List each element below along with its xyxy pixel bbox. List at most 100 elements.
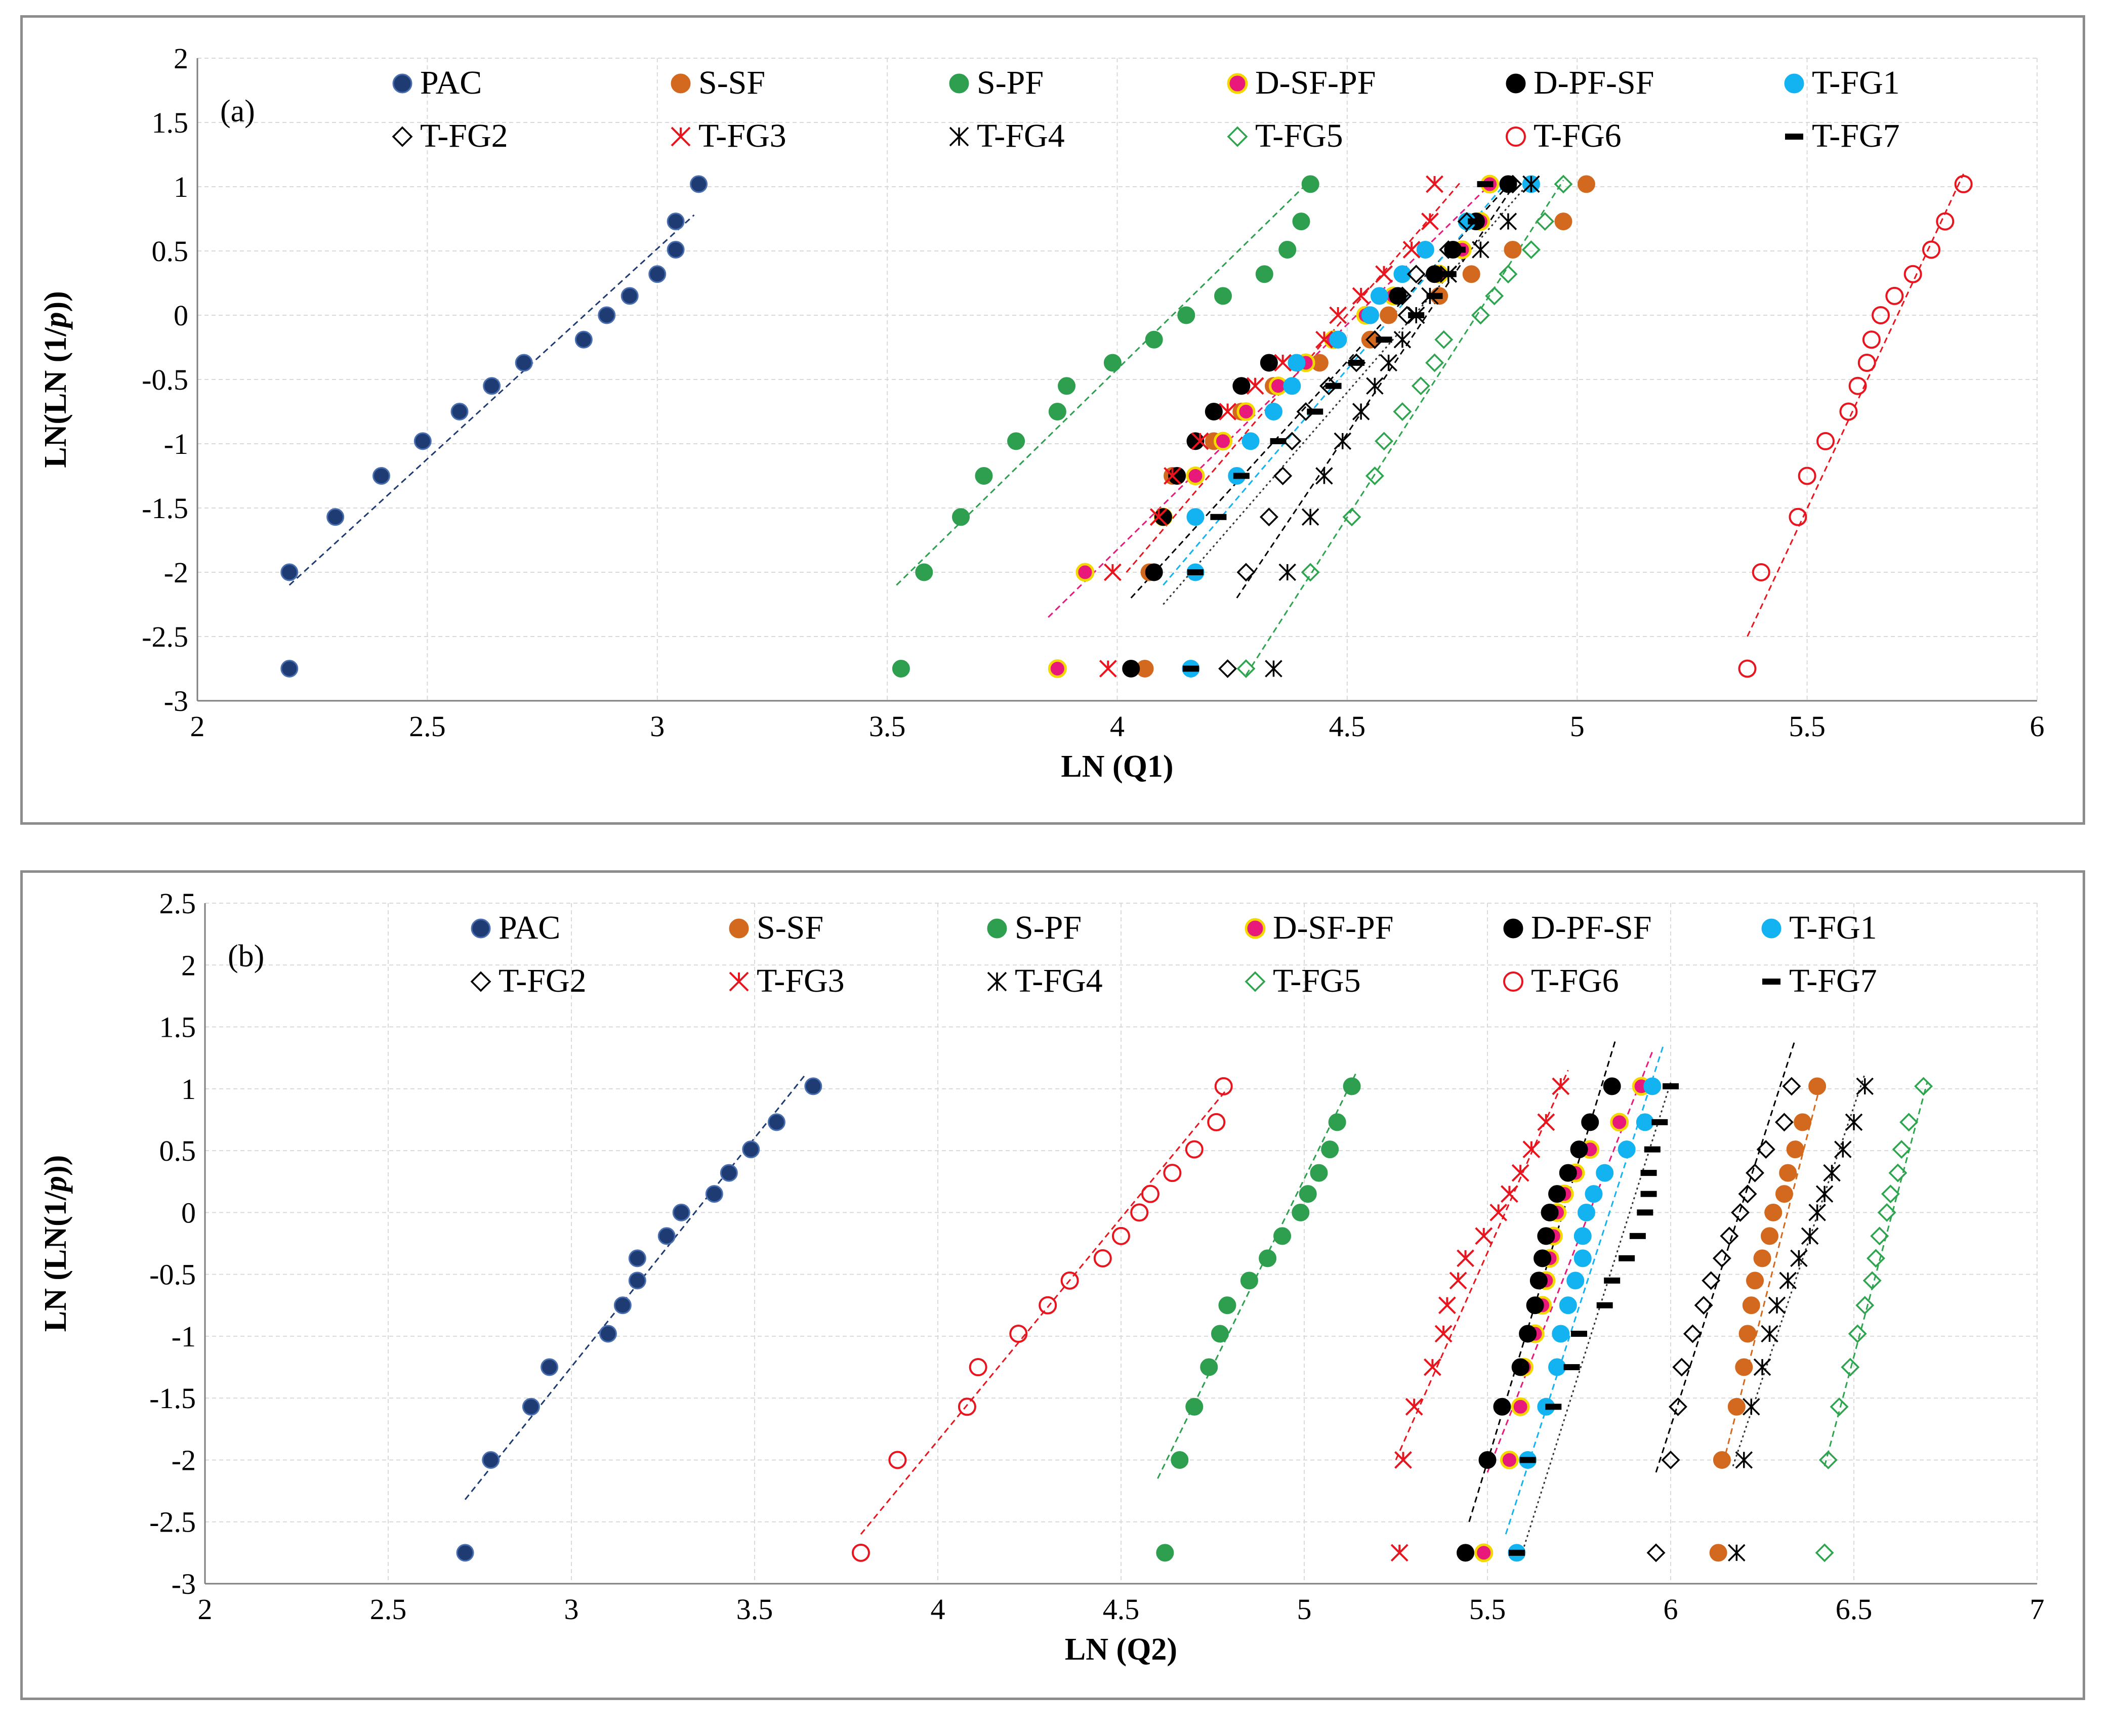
s-pf-point-marker: [1214, 287, 1232, 305]
y-axis-title-part: p: [38, 312, 73, 330]
d-sf-pf-point-marker: [1500, 1450, 1519, 1469]
t-fg3-point-marker: [1402, 241, 1421, 259]
d-sf-pf-point-marker: [1048, 659, 1067, 678]
legend-t-fg5-marker: [1227, 126, 1248, 147]
t-fg1-point-marker: [1361, 306, 1379, 324]
y-tick-label: 0.5: [152, 235, 189, 268]
t-fg1-point-marker: [1370, 287, 1388, 305]
pac-trendline: [288, 214, 695, 586]
t-fg5-point-marker: [1554, 175, 1573, 194]
t-fg6-point-marker: [958, 1398, 976, 1416]
legend-t-fg4-marker: [987, 971, 1007, 992]
legend-s-pf-marker: [949, 73, 969, 94]
x-tick-label: 2: [198, 1593, 213, 1626]
s-pf-point-marker: [1156, 1544, 1174, 1562]
s-pf-point-marker: [1145, 330, 1163, 349]
t-fg4-point-marker: [1815, 1185, 1834, 1203]
t-fg5-point-marker: [1855, 1296, 1875, 1315]
t-fg5-point-marker: [1881, 1184, 1900, 1204]
t-fg3-point-marker: [1099, 660, 1117, 678]
t-fg2-point-marker: [1738, 1184, 1757, 1204]
t-fg2-point-marker: [1282, 432, 1302, 451]
legend-t-fg7-marker: [1762, 979, 1780, 985]
legend-pac-marker: [471, 918, 491, 939]
pac-point-marker: [413, 432, 432, 450]
legend-label-t-fg4: T-FG4: [1015, 962, 1103, 999]
t-fg5-point-marker: [1485, 286, 1504, 306]
x-tick-label: 2: [190, 710, 205, 743]
t-fg7-series: [1508, 1083, 1679, 1556]
legend-label-s-pf: S-PF: [977, 64, 1044, 101]
t-fg1-point-marker: [1636, 1113, 1654, 1131]
y-tick-label: 0: [181, 1196, 196, 1229]
t-fg3-point-marker-stroke: [1489, 1203, 1508, 1221]
s-sf-point-marker: [1753, 1249, 1771, 1267]
t-fg1-point-marker: [1329, 330, 1347, 349]
t-fg1-point-marker: [1186, 508, 1205, 526]
t-fg2-point-marker: [1669, 1397, 1687, 1416]
y-tick-label: -3: [172, 1568, 196, 1600]
legend-s-sf-marker: [671, 73, 691, 94]
d-pf-sf-point-marker: [1145, 563, 1163, 581]
t-fg2-point-marker: [1672, 1358, 1691, 1377]
t-fg3-point-marker-stroke: [1522, 1140, 1541, 1159]
t-fg5-trendline: [1824, 1082, 1928, 1467]
legend: PAC S-SF S-PF D-SF-PF D-PF-SF T-FG1 T-FG2 T-FG3…: [470, 909, 1877, 999]
t-fg6-point-marker: [1093, 1249, 1112, 1267]
t-fg7-point-marker: [1644, 1146, 1661, 1153]
t-fg1-point-marker: [1393, 265, 1412, 283]
s-pf-point-marker: [1255, 265, 1273, 283]
t-fg5-point-marker: [1866, 1249, 1885, 1268]
s-pf-series: [892, 175, 1319, 678]
t-fg7-point-marker: [1563, 1364, 1580, 1371]
t-fg3-point-marker: [1434, 1325, 1453, 1343]
t-fg7-trendline: [1523, 1082, 1672, 1547]
t-fg3-point-marker: [1394, 1451, 1412, 1469]
pac-point-marker: [672, 1203, 690, 1221]
t-fg2-point-marker: [1259, 507, 1278, 527]
y-tick-label: 1.5: [159, 1011, 196, 1044]
t-fg2-point-marker: [1782, 1077, 1801, 1096]
t-fg2-point-marker: [1218, 659, 1237, 678]
legend-label-t-fg3: T-FG3: [698, 117, 786, 154]
t-fg4-point-marker: [1522, 175, 1540, 193]
s-pf-point-marker: [1343, 1077, 1361, 1095]
s-sf-point-marker: [1760, 1227, 1778, 1245]
legend-d-sf-pf-marker: [1227, 73, 1248, 94]
pac-point-marker: [648, 265, 667, 283]
s-sf-trendline: [1725, 1082, 1822, 1454]
t-fg2-point-marker: [1731, 1203, 1750, 1222]
t-fg5-point-marker: [1862, 1271, 1882, 1290]
legend: PAC S-SF S-PF D-SF-PF D-PF-SF T-FG1 T-FG2 T-FG3…: [392, 64, 1900, 154]
t-fg4-point-marker: [1278, 563, 1296, 581]
t-fg7-point-marker: [1426, 292, 1443, 299]
s-pf-series: [1156, 1077, 1361, 1562]
d-pf-sf-point-marker: [1548, 1185, 1566, 1203]
t-fg1-point-marker: [1585, 1185, 1603, 1203]
legend-pac-marker: [392, 73, 412, 94]
pac-point-marker: [804, 1077, 822, 1095]
t-fg7-point-marker: [1468, 218, 1484, 225]
t-fg5-point-marker: [1342, 507, 1361, 527]
legend-label-d-sf-pf: D-SF-PF: [1273, 909, 1393, 946]
t-fg5-point-marker: [1818, 1450, 1838, 1469]
y-axis-title-part: )): [38, 1155, 73, 1176]
pac-point-marker: [483, 377, 501, 395]
d-sf-pf-point-marker: [1236, 402, 1256, 421]
legend-label-t-fg6: T-FG6: [1534, 117, 1622, 154]
y-tick-label: 0.5: [159, 1134, 196, 1167]
t-fg4-point-marker: [1393, 331, 1412, 349]
x-tick-label: 7: [2030, 1593, 2045, 1626]
t-fg6-point-marker: [1885, 286, 1904, 305]
t-fg3-point-marker: [1552, 1077, 1570, 1095]
t-fg2-point-marker: [1694, 1296, 1713, 1315]
t-fg4-series: [1728, 1077, 1874, 1562]
t-fg5-point-marker: [1870, 1226, 1889, 1246]
t-fg5-point-marker: [1236, 659, 1256, 678]
t-fg6-point-marker: [888, 1451, 907, 1469]
t-fg4-point-marker: [1823, 1164, 1841, 1182]
t-fg7-point-marker: [1477, 181, 1494, 187]
t-fg5-point-marker: [1914, 1077, 1933, 1096]
t-fg5-series: [1236, 175, 1573, 678]
legend-s-sf-marker: [729, 918, 749, 939]
